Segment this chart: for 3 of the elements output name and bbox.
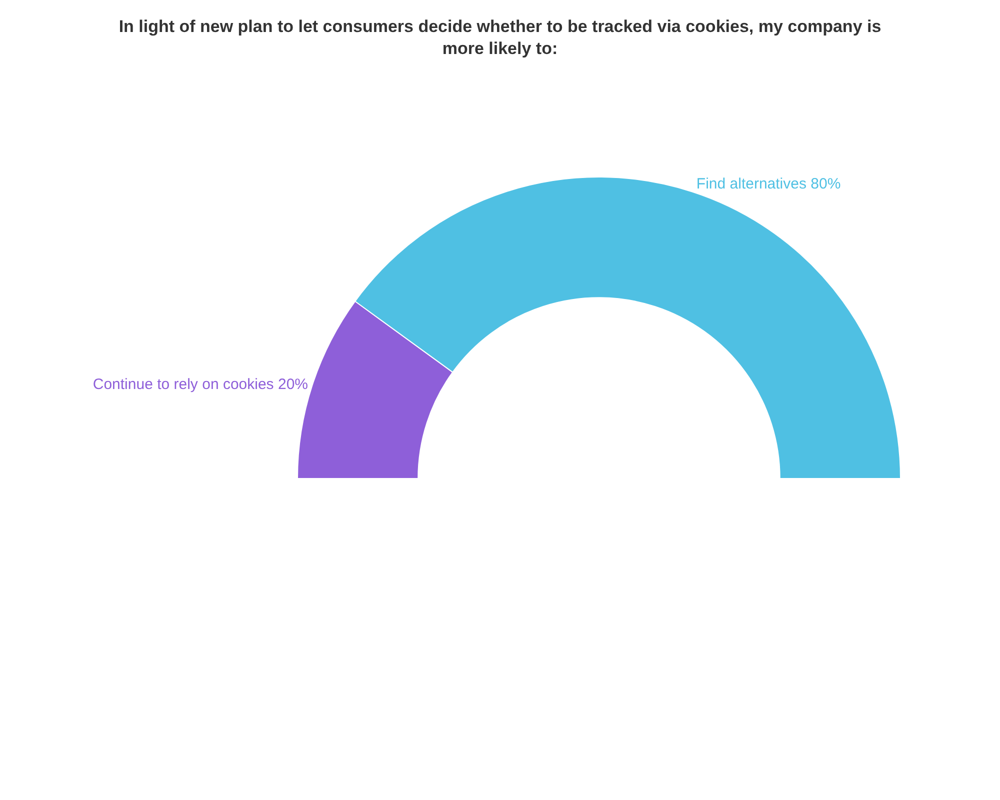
slice-label: Find alternatives 80% [696,176,841,193]
chart-title: In light of new plan to let consumers decide whether to be tracked via cookies, my company is more likely to: [118,17,882,58]
slice-label: Continue to rely on cookies 20% [92,376,308,394]
